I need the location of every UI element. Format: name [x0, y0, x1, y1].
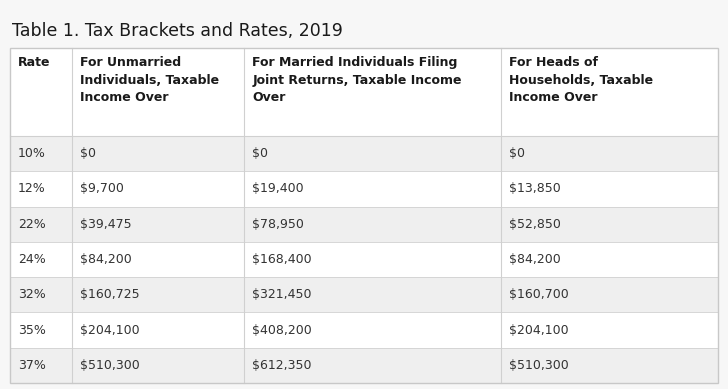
Bar: [10, 171, 718, 207]
Bar: [10, 136, 718, 171]
Bar: [10, 48, 718, 136]
Text: 12%: 12%: [18, 182, 46, 195]
Bar: [10, 242, 718, 277]
Text: $0: $0: [80, 147, 96, 160]
Text: Rate: Rate: [18, 56, 50, 69]
Bar: [10, 312, 718, 348]
Text: $204,100: $204,100: [80, 324, 140, 336]
Text: $510,300: $510,300: [80, 359, 140, 372]
Text: 22%: 22%: [18, 218, 46, 231]
Text: For Married Individuals Filing
Joint Returns, Taxable Income
Over: For Married Individuals Filing Joint Ret…: [253, 56, 462, 104]
Bar: [10, 348, 718, 383]
Text: 24%: 24%: [18, 253, 46, 266]
Text: $78,950: $78,950: [253, 218, 304, 231]
Text: $204,100: $204,100: [509, 324, 569, 336]
Text: $9,700: $9,700: [80, 182, 124, 195]
Bar: [10, 277, 718, 312]
Text: $0: $0: [253, 147, 269, 160]
Bar: [10, 207, 718, 242]
Text: For Unmarried
Individuals, Taxable
Income Over: For Unmarried Individuals, Taxable Incom…: [80, 56, 219, 104]
Text: $84,200: $84,200: [80, 253, 132, 266]
Text: For Heads of
Households, Taxable
Income Over: For Heads of Households, Taxable Income …: [509, 56, 653, 104]
Text: Table 1. Tax Brackets and Rates, 2019: Table 1. Tax Brackets and Rates, 2019: [12, 22, 343, 40]
Text: $408,200: $408,200: [253, 324, 312, 336]
Text: $39,475: $39,475: [80, 218, 132, 231]
Text: $19,400: $19,400: [253, 182, 304, 195]
Text: 32%: 32%: [18, 288, 46, 301]
Text: $168,400: $168,400: [253, 253, 312, 266]
Text: $510,300: $510,300: [509, 359, 569, 372]
Text: $160,700: $160,700: [509, 288, 569, 301]
Text: $84,200: $84,200: [509, 253, 561, 266]
Text: $0: $0: [509, 147, 525, 160]
Text: $13,850: $13,850: [509, 182, 561, 195]
Text: 35%: 35%: [18, 324, 46, 336]
Text: $321,450: $321,450: [253, 288, 312, 301]
Text: $160,725: $160,725: [80, 288, 140, 301]
Text: $612,350: $612,350: [253, 359, 312, 372]
Bar: [10, 48, 718, 383]
Text: 37%: 37%: [18, 359, 46, 372]
Text: 10%: 10%: [18, 147, 46, 160]
Text: $52,850: $52,850: [509, 218, 561, 231]
